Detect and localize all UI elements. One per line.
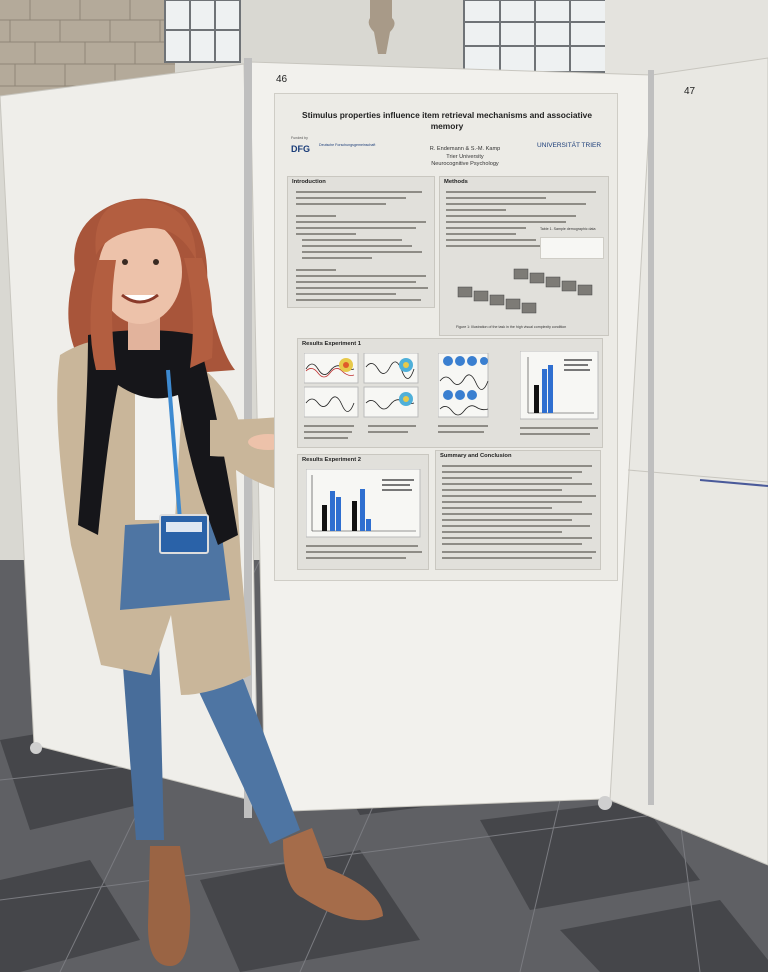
results1-bar-chart xyxy=(520,351,599,420)
wall-sculpture xyxy=(368,0,395,54)
demographic-table xyxy=(540,237,604,259)
lanyard-badge-icon xyxy=(159,514,209,554)
results1-heading: Results Experiment 1 xyxy=(302,341,361,347)
board-number-right: 47 xyxy=(684,86,696,97)
research-poster: Stimulus properties influence item retri… xyxy=(274,93,618,581)
department-line: Neurocognitive Psychology xyxy=(431,161,499,168)
figure-caption: Figure 1: Illustration of the task in th… xyxy=(456,325,567,329)
methods-section: Methods Table 1. Sample demographic data… xyxy=(439,176,609,336)
results2-heading: Results Experiment 2 xyxy=(302,457,361,463)
results2-bar-chart xyxy=(306,469,421,538)
university-logo: UNIVERSITÄT TRIER xyxy=(537,142,602,149)
summary-heading: Summary and Conclusion xyxy=(440,453,512,459)
introduction-heading: Introduction xyxy=(292,179,326,185)
results-experiment-2-section: Results Experiment 2 xyxy=(297,454,429,570)
table-caption: Table 1. Sample demographic data xyxy=(540,227,596,231)
dfg-logo: DFG xyxy=(291,144,310,154)
poster-authors: R. Endemann & S.-M. Kamp Trier Universit… xyxy=(395,146,535,169)
funder-name: Deutsche Forschungsgemeinschaft xyxy=(319,143,376,147)
board-number-left: 46 xyxy=(276,74,288,85)
results-experiment-1-section: Results Experiment 1 xyxy=(297,338,603,448)
methods-heading: Methods xyxy=(444,179,468,185)
task-illustration xyxy=(457,268,593,314)
person xyxy=(57,198,400,966)
topography-maps xyxy=(438,353,489,418)
funded-by-label: Funded by xyxy=(291,136,308,140)
summary-section: Summary and Conclusion xyxy=(435,450,601,570)
erp-waveforms-1 xyxy=(304,353,419,418)
introduction-section: Introduction xyxy=(287,176,435,308)
authors-line: R. Endemann & S.-M. Kamp xyxy=(429,146,501,152)
university-line: Trier University xyxy=(446,153,484,160)
poster-title: Stimulus properties influence item retri… xyxy=(302,110,592,131)
